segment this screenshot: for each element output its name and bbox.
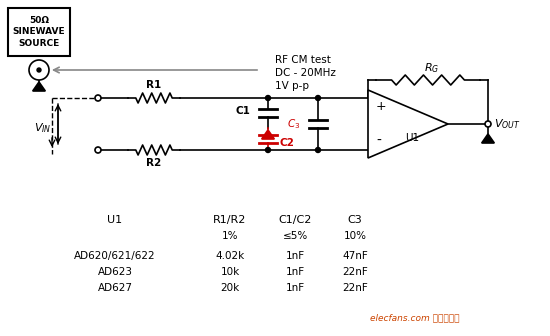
Text: $C_3$: $C_3$: [287, 117, 300, 131]
Text: 1%: 1%: [222, 231, 238, 241]
Circle shape: [29, 60, 49, 80]
Text: 10k: 10k: [221, 267, 240, 277]
Text: RF CM test
DC - 20MHz
1V p-p: RF CM test DC - 20MHz 1V p-p: [275, 55, 336, 91]
Text: 47nF: 47nF: [342, 251, 368, 261]
Text: C2: C2: [280, 138, 295, 148]
Text: +: +: [376, 100, 387, 114]
Polygon shape: [482, 134, 494, 143]
Text: 22nF: 22nF: [342, 283, 368, 293]
Text: $V_{IN}$: $V_{IN}$: [34, 121, 52, 135]
Text: 10%: 10%: [344, 231, 366, 241]
Text: AD620/621/622: AD620/621/622: [74, 251, 156, 261]
Text: -: -: [376, 134, 381, 148]
Text: 20k: 20k: [221, 283, 240, 293]
Text: U1: U1: [405, 133, 419, 143]
Text: R1: R1: [146, 80, 162, 90]
Circle shape: [316, 95, 321, 100]
Text: 1nF: 1nF: [285, 251, 305, 261]
Text: elecfans.com 电子发烧友: elecfans.com 电子发烧友: [370, 313, 459, 322]
Text: U1: U1: [107, 215, 123, 225]
Text: AD627: AD627: [97, 283, 133, 293]
Text: C1: C1: [235, 106, 250, 116]
FancyBboxPatch shape: [8, 8, 70, 56]
Text: C1/C2: C1/C2: [278, 215, 312, 225]
Text: 50Ω
SINEWAVE
SOURCE: 50Ω SINEWAVE SOURCE: [13, 16, 65, 48]
Text: R1/R2: R1/R2: [213, 215, 247, 225]
Text: C3: C3: [348, 215, 362, 225]
Text: R2: R2: [146, 158, 162, 168]
Circle shape: [95, 147, 101, 153]
Text: AD623: AD623: [97, 267, 133, 277]
Text: $R_G$: $R_G$: [424, 61, 439, 75]
Polygon shape: [32, 82, 45, 91]
Text: 1nF: 1nF: [285, 267, 305, 277]
Text: $V_{OUT}$: $V_{OUT}$: [494, 117, 521, 131]
Text: 22nF: 22nF: [342, 267, 368, 277]
Text: ≤5%: ≤5%: [282, 231, 307, 241]
Text: 1nF: 1nF: [285, 283, 305, 293]
Text: 4.02k: 4.02k: [216, 251, 245, 261]
Circle shape: [266, 95, 271, 100]
Circle shape: [37, 68, 41, 72]
Circle shape: [316, 148, 321, 153]
Polygon shape: [262, 130, 274, 139]
Circle shape: [95, 95, 101, 101]
Circle shape: [266, 148, 271, 153]
Polygon shape: [368, 90, 448, 158]
Circle shape: [485, 121, 491, 127]
